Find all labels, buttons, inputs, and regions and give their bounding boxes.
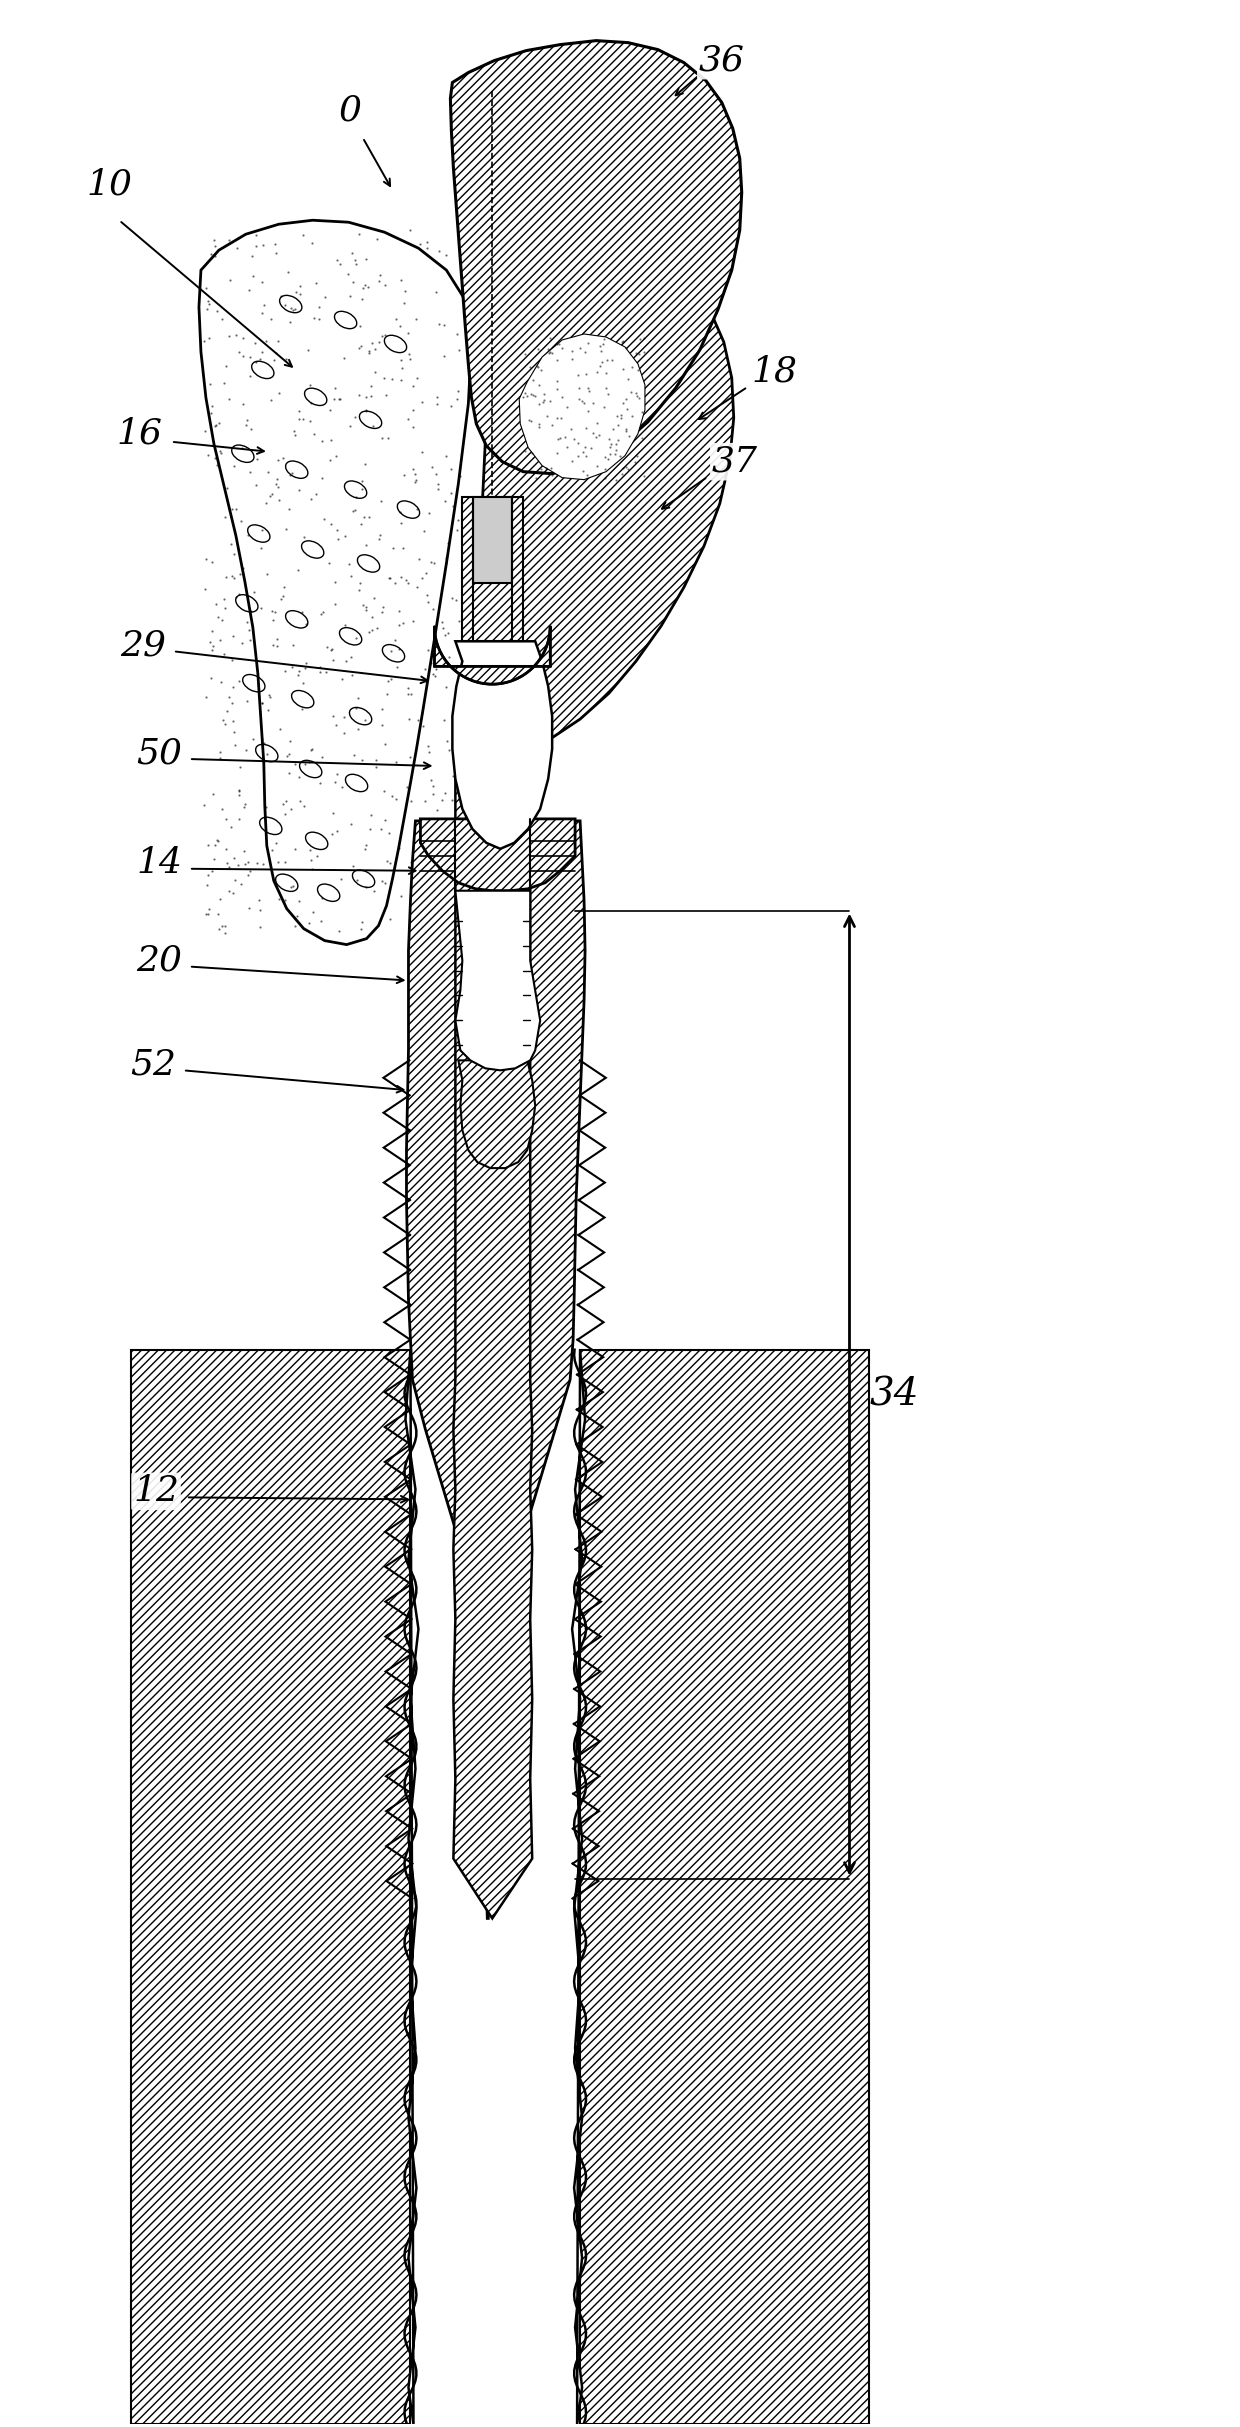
Polygon shape (198, 221, 470, 944)
Polygon shape (454, 762, 532, 1917)
Polygon shape (131, 1349, 410, 2425)
Polygon shape (405, 1349, 418, 2425)
Polygon shape (407, 820, 585, 1917)
Text: 50: 50 (136, 735, 182, 769)
Text: 16: 16 (117, 417, 162, 451)
Polygon shape (477, 245, 734, 748)
Text: 10: 10 (87, 167, 133, 201)
Text: 29: 29 (120, 629, 166, 663)
Text: 37: 37 (712, 444, 758, 478)
Polygon shape (450, 41, 742, 473)
Text: 34: 34 (869, 1376, 919, 1413)
Polygon shape (463, 498, 523, 641)
Polygon shape (455, 891, 541, 1070)
Polygon shape (420, 818, 575, 891)
Polygon shape (459, 1061, 536, 1167)
Text: 0: 0 (339, 95, 362, 129)
Polygon shape (453, 641, 552, 849)
Polygon shape (580, 1349, 869, 2425)
Polygon shape (572, 1349, 585, 2425)
Polygon shape (434, 626, 551, 684)
Polygon shape (520, 335, 645, 481)
Text: 52: 52 (130, 1048, 176, 1082)
Polygon shape (474, 498, 512, 582)
Text: 12: 12 (133, 1473, 179, 1507)
Text: 20: 20 (136, 944, 182, 978)
Text: 18: 18 (751, 354, 797, 388)
Text: 36: 36 (699, 44, 745, 78)
Text: 14: 14 (136, 845, 182, 879)
